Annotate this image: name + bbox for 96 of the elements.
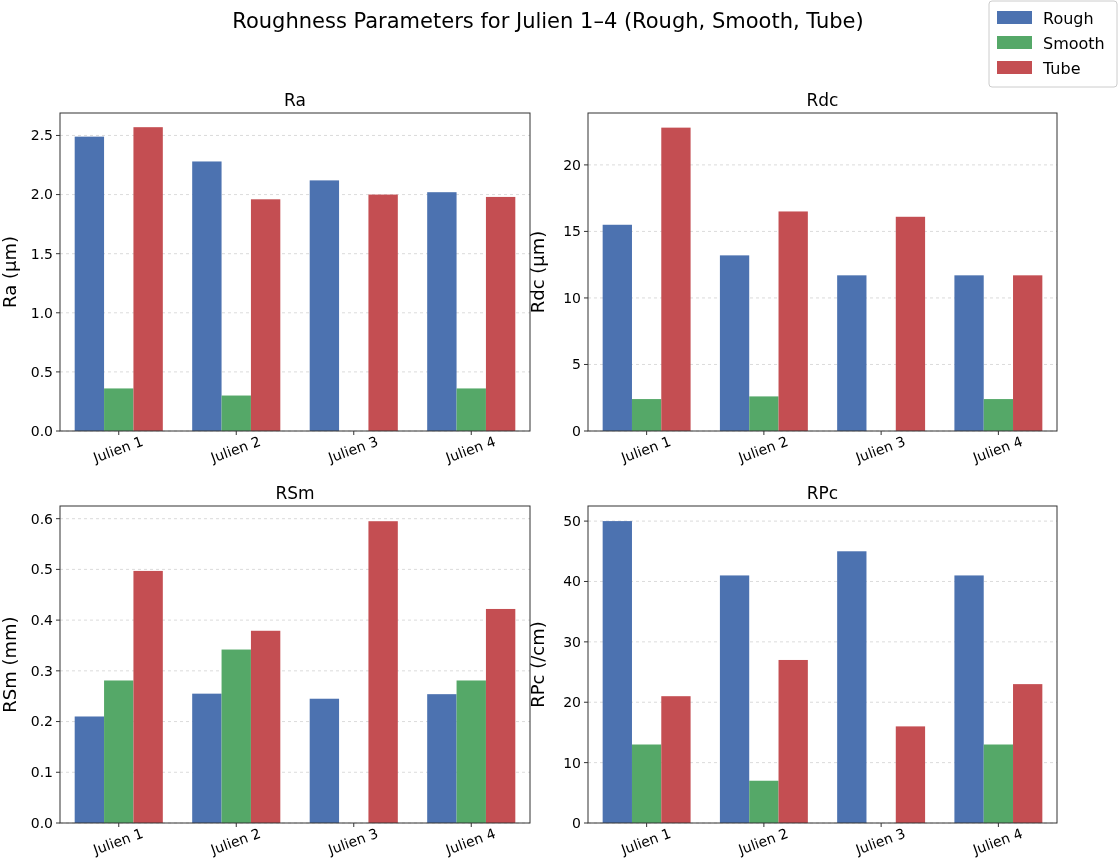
bar	[895, 726, 926, 823]
y-tick-label: 0.5	[30, 561, 53, 578]
y-tick-label: 2.0	[30, 186, 53, 203]
bar	[250, 630, 281, 823]
bar	[485, 608, 516, 823]
bar	[133, 570, 163, 823]
bar	[778, 211, 808, 431]
y-tick-label: 10	[563, 754, 581, 771]
y-tick-label: 1.5	[30, 245, 53, 262]
y-tick-label: 10	[563, 289, 581, 306]
y-tick-label: 0.2	[30, 713, 53, 730]
x-tick-label: Julien 4	[969, 432, 1025, 466]
legend-label: Rough	[1043, 8, 1094, 28]
bar	[485, 196, 516, 431]
bar	[104, 680, 134, 823]
bar	[778, 659, 808, 823]
x-tick-label: Julien 1	[618, 432, 674, 466]
y-tick-label: 0.4	[30, 612, 54, 629]
x-tick-label: Julien 1	[90, 432, 146, 466]
chart-title: Rdc	[806, 90, 839, 110]
legend-label: Tube	[1042, 58, 1081, 78]
y-tick-label: 0	[572, 422, 581, 439]
bar	[954, 575, 984, 823]
bar	[837, 551, 867, 823]
bar	[983, 744, 1014, 823]
bar	[661, 127, 691, 431]
y-tick-label: 0	[572, 814, 581, 831]
bar	[456, 680, 486, 823]
x-tick-label: Julien 3	[852, 432, 908, 466]
x-tick-label: Julien 2	[735, 432, 791, 466]
chart-title: Ra	[284, 90, 306, 110]
x-tick-label: Julien 1	[618, 824, 674, 858]
chart-title: RSm	[275, 483, 315, 503]
y-axis-title: Rdc (µm)	[527, 230, 548, 314]
y-axis-title: RPc (/cm)	[527, 621, 548, 708]
y-tick-label: 0.0	[30, 814, 53, 831]
bar	[1013, 684, 1043, 823]
y-tick-label: 0.3	[30, 662, 53, 679]
bar	[749, 396, 779, 431]
y-tick-label: 15	[563, 223, 581, 240]
x-tick-label: Julien 4	[969, 824, 1025, 858]
bar	[104, 388, 134, 431]
legend-label: Smooth	[1043, 33, 1105, 53]
bar	[368, 194, 398, 431]
y-tick-label: 20	[563, 694, 581, 711]
bar	[749, 780, 779, 823]
x-tick-label: Julien 3	[325, 824, 381, 858]
x-tick-label: Julien 4	[442, 432, 498, 466]
y-axis-title: RSm (mm)	[0, 616, 20, 713]
y-tick-label: 2.5	[30, 127, 53, 144]
x-tick-label: Julien 1	[90, 824, 146, 858]
x-tick-label: Julien 2	[207, 432, 263, 466]
bar	[74, 716, 105, 823]
bar	[427, 192, 457, 431]
y-tick-label: 0.6	[30, 510, 54, 527]
bar	[954, 275, 984, 431]
bar	[133, 127, 163, 431]
y-tick-label: 30	[563, 633, 581, 650]
bar	[221, 649, 251, 823]
bar	[74, 136, 105, 431]
x-tick-label: Julien 4	[442, 824, 498, 858]
bar	[250, 199, 281, 431]
y-tick-label: 0.0	[30, 422, 53, 439]
bar	[368, 521, 398, 823]
y-tick-label: 1.0	[30, 304, 53, 321]
bar	[192, 161, 222, 431]
y-tick-label: 0.5	[30, 363, 53, 380]
bar	[661, 696, 691, 823]
y-tick-label: 5	[572, 356, 581, 373]
bar	[602, 521, 632, 823]
x-tick-label: Julien 3	[325, 432, 381, 466]
y-tick-label: 50	[563, 513, 581, 529]
x-tick-label: Julien 2	[735, 824, 791, 858]
bar	[631, 399, 662, 431]
bar	[221, 395, 251, 431]
chart-title: RPc	[806, 483, 839, 503]
x-tick-label: Julien 2	[207, 824, 263, 858]
bar	[602, 224, 632, 431]
text: Roughness Parameters for Julien 1–4 (Rough, Smooth, Tube)	[232, 9, 864, 33]
bar	[309, 698, 340, 823]
bar	[456, 388, 486, 431]
bar	[895, 216, 926, 431]
bar	[1013, 275, 1043, 431]
bar	[983, 399, 1014, 431]
bar	[427, 694, 457, 823]
bar	[309, 180, 340, 431]
x-tick-label: Julien 3	[852, 824, 908, 858]
y-tick-label: 0.1	[30, 764, 53, 781]
bar	[631, 744, 662, 823]
bar	[192, 693, 222, 823]
y-tick-label: 20	[563, 156, 581, 173]
y-tick-label: 40	[563, 573, 581, 590]
bar	[719, 255, 750, 431]
y-axis-title: Ra (µm)	[0, 236, 20, 308]
bar	[719, 575, 750, 823]
bar	[837, 275, 867, 431]
